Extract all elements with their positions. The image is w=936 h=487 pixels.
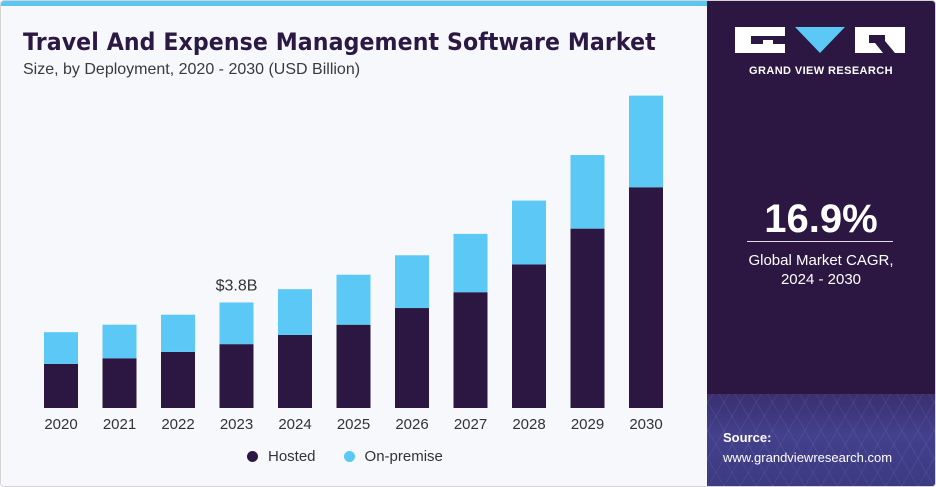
x-tick-label-2024: 2024 [278, 416, 311, 433]
bar-hosted-2020 [44, 363, 78, 408]
bar-on-premise-2026 [395, 255, 429, 309]
x-tick-label-2020: 2020 [44, 416, 77, 433]
bar-hosted-2024 [278, 334, 312, 408]
data-label-2023: $3.8B [216, 277, 258, 294]
accent-bar [1, 1, 707, 6]
chart-title: Travel And Expense Management Software M… [23, 28, 656, 56]
legend-item-hosted: Hosted [247, 448, 316, 465]
side-panel: GRAND VIEW RESEARCH 16.9% Global Market … [707, 1, 935, 486]
x-tick-label-2026: 2026 [395, 416, 428, 433]
legend-label-on-premise: On-premise [364, 448, 443, 465]
x-tick-label-2027: 2027 [454, 416, 487, 433]
bar-hosted-2028 [512, 264, 546, 408]
bar-chart: 2020 2021 2022 2023 $3.8B 2024 2025 2026 2027 202… [44, 95, 663, 433]
legend-item-on-premise: On-premise [343, 448, 443, 465]
chart-subtitle: Size, by Deployment, 2020 - 2030 (USD Bi… [23, 61, 361, 78]
bar-hosted-2025 [336, 324, 371, 408]
bar-hosted-2026 [395, 308, 429, 408]
x-tick-label-2022: 2022 [161, 416, 194, 433]
bar-on-premise-2020 [44, 332, 78, 364]
bar-on-premise-2024 [278, 289, 312, 335]
bar-on-premise-2030 [629, 95, 663, 188]
x-tick-label-2021: 2021 [103, 416, 136, 433]
x-tick-label-2029: 2029 [571, 416, 604, 433]
bar-on-premise-2023 [219, 302, 254, 345]
cagr-label-line2: 2024 - 2030 [780, 271, 862, 288]
bar-hosted-2023 [219, 344, 254, 408]
bar-on-premise-2028 [512, 200, 546, 265]
bar-hosted-2021 [102, 358, 137, 408]
source-title: Source: [723, 430, 772, 445]
bar-on-premise-2029 [570, 155, 605, 229]
legend-swatch-hosted [247, 451, 258, 462]
source-background [707, 394, 935, 486]
bar-on-premise-2027 [453, 233, 488, 293]
chart-legend: Hosted On-premise [247, 448, 471, 465]
bar-hosted-2030 [629, 187, 663, 408]
legend-label-hosted: Hosted [268, 448, 316, 465]
source-url[interactable]: www.grandviewresearch.com [723, 450, 893, 465]
cagr-label-line1: Global Market CAGR, [748, 252, 894, 269]
x-tick-label-2023: 2023 [220, 416, 253, 433]
bar-hosted-2022 [161, 351, 195, 408]
x-tick-label-2030: 2030 [629, 416, 662, 433]
legend-swatch-on-premise [343, 451, 355, 462]
chart-panel: Travel And Expense Management Software M… [1, 1, 707, 486]
brand-name: GRAND VIEW RESEARCH [749, 65, 893, 77]
cagr-label: Global Market CAGR, 2024 - 2030 [707, 251, 935, 289]
cagr-value: 16.9% [764, 197, 878, 241]
cagr-divider [747, 241, 893, 242]
bar-on-premise-2025 [336, 274, 371, 325]
x-tick-label-2025: 2025 [337, 416, 370, 433]
x-tick-label-2028: 2028 [512, 416, 545, 433]
bar-hosted-2027 [453, 292, 488, 408]
bar-on-premise-2022 [161, 314, 195, 352]
bar-on-premise-2021 [102, 324, 137, 359]
bar-hosted-2029 [570, 228, 605, 408]
grand-view-research-logo [735, 27, 905, 53]
